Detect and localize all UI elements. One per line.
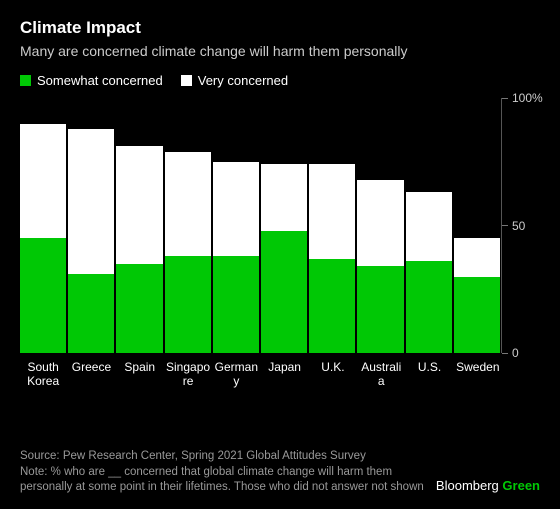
bar-south-korea: [20, 98, 66, 353]
bar-japan: [261, 98, 307, 353]
y-tick: 100%: [502, 91, 543, 105]
segment-somewhat: [20, 238, 66, 353]
bar-australia: [357, 98, 403, 353]
bar-stack: [165, 98, 211, 353]
segment-very: [357, 180, 403, 267]
segment-somewhat: [68, 274, 114, 353]
x-label: U.S.: [406, 361, 452, 389]
legend-swatch-somewhat: [20, 75, 31, 86]
legend-label-very: Very concerned: [198, 73, 288, 88]
y-tick: 50: [502, 219, 525, 233]
y-axis: 050100%: [501, 98, 540, 353]
segment-very: [165, 152, 211, 257]
source-text: Source: Pew Research Center, Spring 2021…: [20, 450, 540, 462]
brand: Bloomberg Green: [436, 478, 540, 493]
chart-title: Climate Impact: [20, 18, 540, 38]
segment-very: [309, 164, 355, 258]
bar-stack: [261, 98, 307, 353]
x-label: Spain: [117, 361, 163, 389]
bar-stack: [406, 98, 452, 353]
chart-card: Climate Impact Many are concerned climat…: [0, 0, 560, 509]
segment-very: [68, 129, 114, 274]
bar-u.s.: [406, 98, 452, 353]
bar-stack: [68, 98, 114, 353]
y-tick-label: 0: [512, 346, 519, 360]
note-text: Note: % who are __ concerned that global…: [20, 465, 440, 495]
x-label: SouthKorea: [20, 361, 66, 389]
bar-greece: [68, 98, 114, 353]
bar-sweden: [454, 98, 500, 353]
segment-very: [406, 192, 452, 261]
legend: Somewhat concerned Very concerned: [20, 73, 540, 88]
bar-singapore: [165, 98, 211, 353]
legend-label-somewhat: Somewhat concerned: [37, 73, 163, 88]
segment-very: [454, 238, 500, 276]
footer: Source: Pew Research Center, Spring 2021…: [20, 450, 540, 495]
x-label: Germany: [213, 361, 259, 389]
y-tick-label: 100%: [512, 91, 543, 105]
segment-somewhat: [454, 277, 500, 354]
bar-stack: [454, 98, 500, 353]
y-tick-label: 50: [512, 219, 525, 233]
segment-somewhat: [261, 231, 307, 353]
x-label: Sweden: [455, 361, 501, 389]
y-tick-mark: [502, 98, 508, 99]
x-label: Australia: [358, 361, 404, 389]
x-axis-labels: SouthKoreaGreeceSpainSingaporeGermanyJap…: [20, 361, 501, 389]
legend-swatch-very: [181, 75, 192, 86]
segment-somewhat: [213, 256, 259, 353]
bar-stack: [116, 98, 162, 353]
bar-stack: [20, 98, 66, 353]
bar-u.k.: [309, 98, 355, 353]
y-tick-mark: [502, 353, 508, 354]
bar-stack: [213, 98, 259, 353]
segment-somewhat: [406, 261, 452, 353]
brand-suffix: Green: [502, 478, 540, 493]
segment-very: [213, 162, 259, 256]
segment-very: [20, 124, 66, 239]
segment-somewhat: [357, 266, 403, 353]
bar-spain: [116, 98, 162, 353]
y-tick-mark: [502, 225, 508, 226]
segment-somewhat: [116, 264, 162, 353]
bar-stack: [357, 98, 403, 353]
segment-somewhat: [309, 259, 355, 353]
chart-subtitle: Many are concerned climate change will h…: [20, 43, 540, 59]
x-label: Singapore: [165, 361, 211, 389]
x-label: Greece: [68, 361, 114, 389]
brand-name: Bloomberg: [436, 478, 499, 493]
chart-area: 050100%: [20, 98, 540, 353]
segment-very: [116, 146, 162, 263]
legend-item-somewhat: Somewhat concerned: [20, 73, 163, 88]
x-label: Japan: [261, 361, 307, 389]
segment-very: [261, 164, 307, 230]
x-label: U.K.: [310, 361, 356, 389]
bars-area: [20, 98, 500, 353]
legend-item-very: Very concerned: [181, 73, 288, 88]
segment-somewhat: [165, 256, 211, 353]
bar-stack: [309, 98, 355, 353]
bar-germany: [213, 98, 259, 353]
y-tick: 0: [502, 346, 519, 360]
